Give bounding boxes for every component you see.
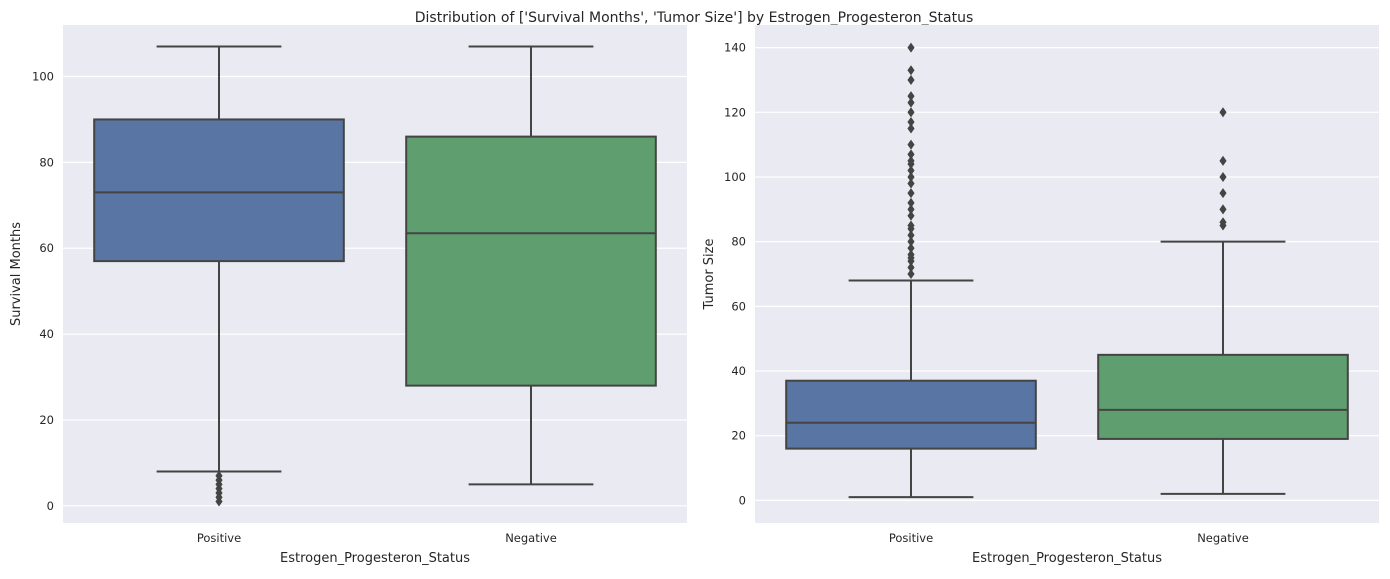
outlier-point [907, 230, 915, 241]
outlier-point [1219, 171, 1227, 183]
subplot-1: 0 20 40 60 80 100 Positive Negative Estrogen_Pro… [9, 25, 687, 566]
outlier-point [907, 116, 915, 128]
outlier-point [1219, 188, 1227, 199]
y-tick-label: 20 [731, 429, 746, 443]
outlier-point [907, 123, 915, 134]
outlier-point [907, 197, 915, 208]
outlier-point [907, 139, 915, 150]
outlier-point [907, 220, 915, 231]
outlier-point [907, 204, 915, 215]
outlier-point [907, 42, 915, 53]
outlier-point [907, 165, 915, 176]
y-tick-label: 40 [39, 327, 54, 341]
outlier-point [215, 470, 223, 481]
box-positive [785, 42, 1037, 499]
iqr-box [1097, 353, 1349, 440]
outlier-point [907, 243, 915, 254]
outlier-point [907, 178, 915, 189]
outlier-point [1219, 217, 1227, 228]
x-tick-label: Positive [197, 531, 241, 545]
x-tick-label: Negative [505, 531, 557, 545]
outlier-point [907, 155, 915, 166]
outlier-point [907, 65, 915, 76]
y-tick-label: 60 [39, 241, 54, 255]
box-positive [93, 45, 345, 507]
outlier-point [907, 268, 915, 280]
outlier-point [907, 210, 915, 221]
iqr-box [405, 135, 657, 387]
outlier-point [1219, 204, 1227, 215]
figure-title: Distribution of ['Survival Months', 'Tum… [415, 10, 974, 26]
outlier-point [1219, 155, 1227, 166]
box-negative [405, 45, 657, 486]
y-tick-label: 80 [731, 235, 746, 249]
y-axis-label: Survival Months [9, 222, 24, 326]
outlier-point [907, 236, 915, 247]
outlier-point [907, 262, 915, 273]
x-tick-label: Positive [889, 531, 933, 545]
outlier-point [907, 91, 915, 102]
y-tick-label: 100 [32, 70, 54, 84]
outlier-point [907, 74, 915, 85]
outlier-point [907, 107, 915, 118]
outlier-point [907, 97, 915, 108]
x-axis-label: Estrogen_Progesteron_Status [972, 551, 1162, 566]
subplot-2: 0 20 40 60 80 100 120 140 Positive Negative Estrog… [702, 25, 1379, 566]
outlier-point [1219, 107, 1227, 118]
iqr-box [93, 118, 345, 263]
y-tick-label: 80 [39, 155, 54, 169]
y-tick-label: 0 [739, 493, 746, 507]
box-negative [1097, 107, 1349, 495]
y-tick-label: 100 [724, 170, 746, 184]
y-tick-label: 20 [39, 413, 54, 427]
iqr-box [785, 379, 1037, 450]
y-tick-label: 0 [47, 499, 54, 513]
outlier-point [907, 171, 915, 183]
y-axis-label: Tumor Size [702, 239, 717, 311]
y-tick-label: 60 [731, 299, 746, 313]
outlier-point [907, 188, 915, 199]
outlier-point [907, 249, 915, 260]
outlier-point [907, 149, 915, 160]
y-tick-label: 140 [724, 41, 746, 55]
x-tick-label: Negative [1197, 531, 1249, 545]
y-tick-label: 120 [724, 105, 746, 119]
x-axis-label: Estrogen_Progesteron_Status [280, 551, 470, 566]
y-tick-label: 40 [731, 364, 746, 378]
